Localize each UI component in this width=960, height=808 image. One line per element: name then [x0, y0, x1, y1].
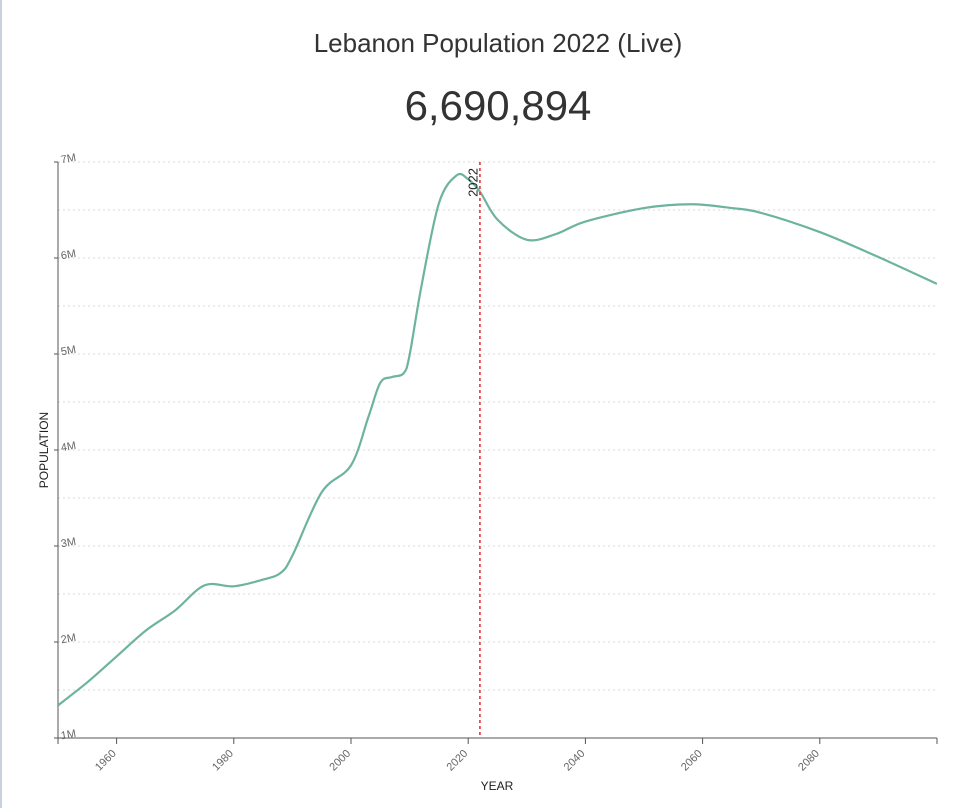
x-tick-label: 2060	[679, 748, 705, 774]
y-tick-label: 5M	[60, 344, 77, 358]
x-axis-title: YEAR	[481, 779, 514, 793]
grid-lines	[58, 161, 937, 739]
y-tick-label: 3M	[60, 536, 77, 550]
chart-title: Lebanon Population 2022 (Live)	[313, 28, 683, 58]
chart-axes	[57, 162, 938, 744]
current-year-marker-group: 2022	[465, 162, 481, 738]
x-tick-label: 2080	[796, 748, 822, 774]
y-axis-title: POPULATION	[37, 412, 51, 488]
y-tick-label: 1M	[60, 728, 77, 742]
y-tick-label: 7M	[60, 152, 77, 166]
x-tick-label: 1960	[93, 748, 119, 774]
x-tick-label: 2040	[562, 748, 588, 774]
page-left-border	[0, 0, 2, 808]
y-tick-label: 2M	[60, 632, 77, 646]
y-tick-label: 6M	[60, 248, 77, 262]
x-tick-label: 2020	[445, 748, 471, 774]
x-axis-ticks: 1960 1980 2000 2020 2040 2060 2080	[93, 738, 822, 773]
x-tick-label: 1980	[210, 748, 236, 774]
population-line	[58, 172, 937, 707]
current-year-label: 2022	[465, 168, 480, 197]
y-tick-label: 4M	[60, 440, 77, 454]
live-population-counter: 6,690,894	[404, 82, 592, 129]
x-tick-label: 2000	[327, 748, 353, 774]
population-series	[58, 172, 937, 707]
y-axis-ticks: 1M 2M 3M 4M 5M 6M 7M	[54, 152, 77, 742]
